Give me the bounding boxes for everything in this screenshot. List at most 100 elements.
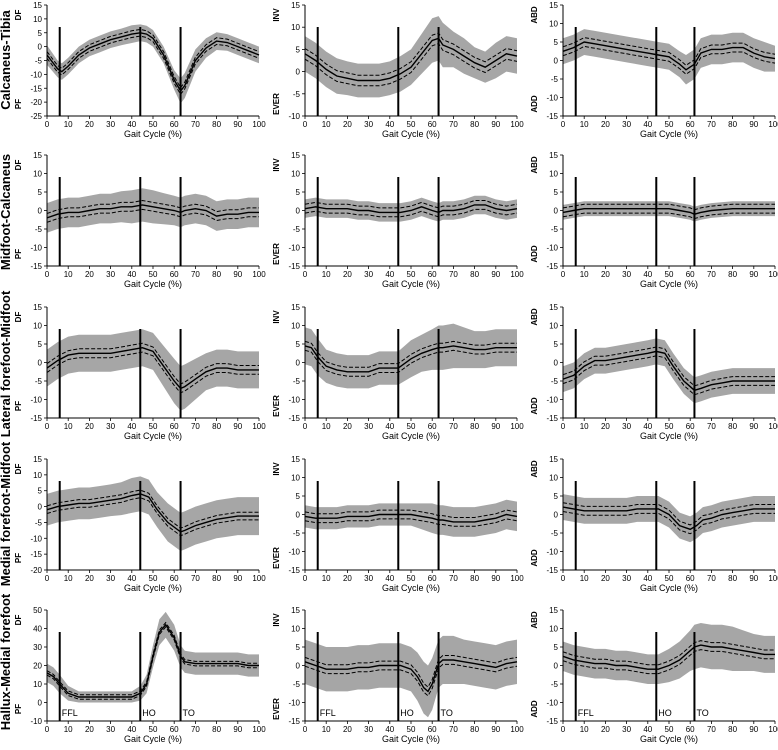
y-tick-label: -10 — [30, 244, 42, 253]
y-tick-label: 10 — [291, 625, 300, 634]
y-tick-label: 5 — [296, 492, 301, 501]
y-tick-label: 15 — [291, 1, 300, 10]
x-tick-label: 10 — [322, 120, 331, 129]
x-tick-label: 80 — [212, 120, 221, 129]
ci-upper-line — [46, 489, 259, 529]
x-tick-label: 0 — [561, 422, 566, 431]
x-tick-label: 10 — [322, 422, 331, 431]
x-tick-label: 30 — [622, 120, 631, 129]
ci-upper-line — [46, 342, 259, 385]
ci-lower-line — [304, 663, 518, 697]
x-tick-label: 60 — [686, 574, 695, 583]
y-tick-label: 10 — [291, 170, 300, 179]
x-tick-label: 40 — [127, 574, 136, 583]
x-tick-label: 90 — [749, 270, 758, 279]
x-tick-label: 50 — [665, 574, 674, 583]
y-tick-label: 10 — [291, 23, 300, 32]
x-tick-label: 60 — [170, 120, 179, 129]
y-tick-label: 5 — [296, 45, 301, 54]
x-tick-label: 90 — [749, 120, 758, 129]
y-direction-top-label: INV — [272, 310, 281, 324]
x-tick-label: 80 — [728, 422, 737, 431]
y-tick-label: 5 — [554, 492, 559, 501]
x-tick-label: 80 — [212, 270, 221, 279]
x-tick-label: 100 — [252, 120, 266, 129]
sd-band — [563, 623, 775, 684]
x-tick-label: 10 — [322, 270, 331, 279]
y-tick-label: 15 — [549, 151, 558, 160]
x-tick-label: 40 — [385, 270, 394, 279]
ci-lower-line — [562, 45, 776, 75]
y-tick-label: -5 — [35, 57, 43, 66]
row-label-hallux-medial-forefoot: Hallux-Medial forefoot — [0, 593, 13, 730]
y-tick-label: -15 — [288, 566, 300, 575]
y-direction-bottom-label: ADD — [530, 95, 539, 113]
x-tick-label: 100 — [510, 120, 524, 129]
ci-upper-line — [562, 346, 775, 387]
y-direction-top-label: DF — [14, 312, 23, 323]
x-tick-label: 70 — [449, 725, 458, 734]
x-tick-label: 50 — [665, 270, 674, 279]
y-direction-bottom-label: ADD — [530, 397, 539, 415]
y-tick-label: -10 — [288, 699, 300, 708]
sd-band — [305, 635, 517, 718]
x-tick-label: 20 — [343, 574, 352, 583]
x-tick-label: 60 — [170, 574, 179, 583]
y-tick-label: -10 — [546, 244, 558, 253]
x-tick-label: 20 — [85, 725, 94, 734]
x-tick-label: 10 — [322, 574, 331, 583]
mean-line — [46, 204, 259, 219]
x-tick-label: 40 — [643, 422, 652, 431]
x-tick-label: 30 — [106, 574, 115, 583]
x-tick-label: 90 — [491, 422, 500, 431]
y-direction-top-label: ABD — [530, 156, 539, 174]
x-tick-label: 0 — [45, 422, 50, 431]
x-tick-label: 0 — [45, 725, 50, 734]
mean-line — [562, 350, 775, 392]
y-direction-top-label: DF — [14, 160, 23, 171]
y-tick-label: 0 — [38, 359, 43, 368]
y-tick-label: 5 — [296, 643, 301, 652]
y-tick-label: -15 — [30, 414, 42, 423]
x-tick-label: 20 — [85, 270, 94, 279]
x-tick-label: 30 — [106, 422, 115, 431]
sd-band — [305, 323, 517, 389]
x-axis-label: Gait Cycle (%) — [124, 431, 182, 441]
y-tick-label: 10 — [549, 474, 558, 483]
y-tick-label: -10 — [546, 94, 558, 103]
ci-lower-line — [304, 349, 517, 377]
y-direction-bottom-label: ADD — [530, 700, 539, 718]
sd-band — [563, 201, 775, 222]
y-tick-label: 15 — [33, 455, 42, 464]
gait-event-label: TO — [183, 708, 195, 718]
mean-line — [304, 513, 518, 523]
y-tick-label: 5 — [38, 188, 43, 197]
y-direction-bottom-label: ADD — [530, 245, 539, 263]
mean-line — [562, 208, 775, 215]
y-tick-label: -10 — [546, 396, 558, 405]
y-tick-label: 5 — [38, 340, 43, 349]
x-tick-label: 100 — [768, 725, 778, 734]
x-tick-label: 100 — [510, 270, 524, 279]
gait-event-label: FFL — [62, 708, 78, 718]
x-tick-label: 30 — [106, 270, 115, 279]
x-tick-label: 90 — [233, 422, 242, 431]
ci-upper-line — [304, 200, 518, 209]
ci-upper-line — [304, 509, 518, 518]
y-tick-label: 5 — [554, 340, 559, 349]
x-tick-label: 20 — [343, 422, 352, 431]
x-tick-label: 10 — [580, 574, 589, 583]
x-tick-label: 90 — [233, 574, 242, 583]
y-tick-label: -15 — [546, 566, 558, 575]
y-tick-label: 5 — [554, 643, 559, 652]
x-tick-label: 60 — [428, 270, 437, 279]
panel-midfoot-calcaneus-transverse: 151050-5-10-150102030405060708090100Gait… — [530, 151, 778, 289]
sd-band — [47, 24, 259, 104]
x-tick-label: 60 — [686, 120, 695, 129]
x-tick-label: 80 — [728, 270, 737, 279]
x-axis-label: Gait Cycle (%) — [124, 734, 182, 744]
y-tick-label: -10 — [288, 396, 300, 405]
x-tick-label: 60 — [686, 422, 695, 431]
